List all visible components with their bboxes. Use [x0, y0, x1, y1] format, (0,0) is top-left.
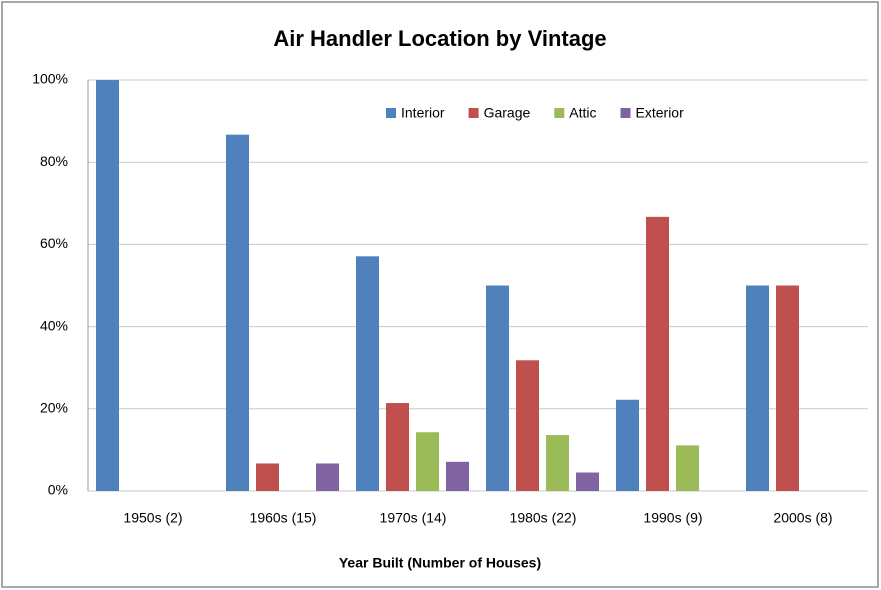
y-tick-label: 20%: [40, 400, 68, 416]
x-tick-label: 1990s (9): [643, 510, 702, 526]
bar: [416, 432, 439, 491]
bar: [96, 80, 119, 491]
bar: [546, 435, 569, 491]
bar: [576, 472, 599, 491]
legend-label: Interior: [401, 105, 445, 121]
bar: [356, 256, 379, 491]
x-tick-label: 1980s (22): [510, 510, 577, 526]
legend-swatch: [468, 108, 479, 118]
y-tick-label: 60%: [40, 235, 68, 251]
y-tick-label: 0%: [48, 482, 68, 498]
bar: [256, 463, 279, 491]
legend-swatch: [620, 108, 631, 118]
bar: [446, 461, 469, 491]
bar: [226, 134, 249, 491]
x-tick-label: 2000s (8): [773, 510, 832, 526]
x-axis-label: Year Built (Number of Houses): [339, 555, 541, 571]
bar: [776, 285, 799, 491]
chart-title: Air Handler Location by Vintage: [273, 26, 606, 51]
legend-swatch: [554, 108, 565, 118]
bar: [316, 463, 339, 491]
x-tick-label: 1950s (2): [123, 510, 182, 526]
x-tick-label: 1960s (15): [250, 510, 317, 526]
legend-label: Garage: [484, 105, 531, 121]
bar: [646, 216, 669, 491]
y-tick-label: 40%: [40, 317, 68, 333]
legend-label: Attic: [569, 105, 596, 121]
bar: [516, 360, 539, 491]
legend-label: Exterior: [636, 105, 685, 121]
x-tick-label: 1970s (14): [380, 510, 447, 526]
y-tick-label: 80%: [40, 153, 68, 169]
bar: [386, 403, 409, 491]
bar: [676, 445, 699, 491]
y-tick-label: 100%: [32, 71, 68, 87]
bar: [746, 285, 769, 491]
bar: [616, 399, 639, 491]
bar: [486, 285, 509, 491]
legend-swatch: [386, 108, 396, 118]
